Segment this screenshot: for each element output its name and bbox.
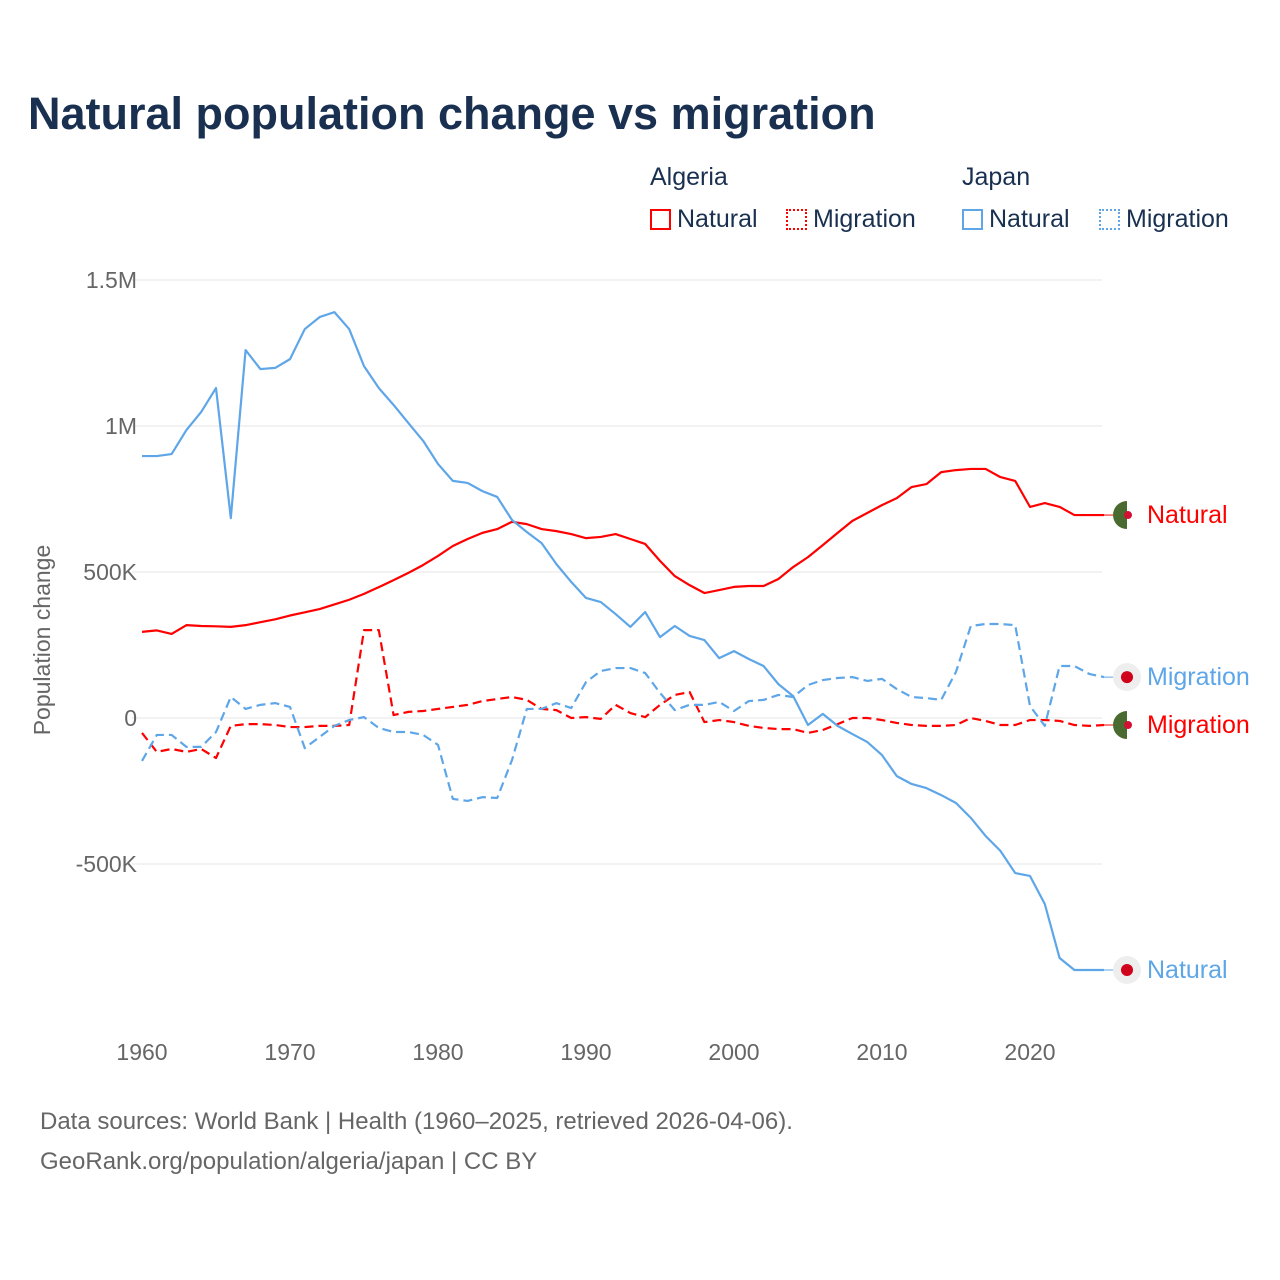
end-marker [1104,711,1141,740]
flag-japan-dot [1121,963,1133,976]
legend-label: Migration [813,205,916,233]
legend-swatch [786,209,807,230]
y-tick-label: 1.5M [86,267,137,293]
x-tick-label: 1990 [560,1039,611,1065]
end-marker [1104,955,1141,984]
x-tick-label: 2010 [856,1039,907,1065]
y-axis-label: Population change [29,545,55,736]
series-line-japan-migration [141,622,1105,803]
legend-japan-migration[interactable]: Migration [1099,205,1229,234]
end-label: Migration [1147,663,1250,691]
legend-label: Natural [677,205,758,233]
x-tick-label: 2020 [1004,1039,1055,1065]
source-line: Data sources: World Bank | Health (1960–… [40,1108,793,1135]
license-line: GeoRank.org/population/algeria/japan | C… [40,1148,538,1175]
chart-title: Natural population change vs migration [28,88,876,139]
end-marker [1104,663,1141,692]
legend-algeria-natural[interactable]: Natural [650,205,758,234]
flag-japan-dot [1121,671,1133,684]
end-marker [1104,501,1141,530]
legend-swatch [1099,209,1120,230]
legend-japan-natural[interactable]: Natural [962,205,1070,234]
x-tick-label: 1970 [264,1039,315,1065]
y-tick-label: 500K [83,559,137,585]
legend-algeria-migration[interactable]: Migration [786,205,916,234]
x-tick-label: 1980 [412,1039,463,1065]
legend-label: Natural [989,205,1070,233]
legend-group-algeria: Algeria [650,163,728,191]
legend-swatch [962,209,983,230]
x-tick-label: 1960 [116,1039,167,1065]
end-label: Migration [1147,711,1250,739]
legend-group-japan: Japan [962,163,1031,191]
flag-algeria-crescent [1124,511,1132,520]
flag-algeria-green [1113,501,1127,530]
series-line-algeria-natural [141,467,1104,636]
x-tick-label: 2000 [708,1039,759,1065]
legend-label: Migration [1126,205,1229,233]
end-label: Natural [1147,956,1228,984]
flag-algeria-green [1113,711,1127,740]
y-tick-label: 1M [105,413,137,439]
y-tick-label: -500K [76,851,138,877]
series-line-algeria-migration [141,629,1105,760]
y-tick-label: 0 [124,705,137,731]
flag-algeria-crescent [1124,721,1132,730]
series-line-japan-natural [142,311,1104,972]
end-label: Natural [1147,501,1228,529]
legend-swatch [650,209,671,230]
